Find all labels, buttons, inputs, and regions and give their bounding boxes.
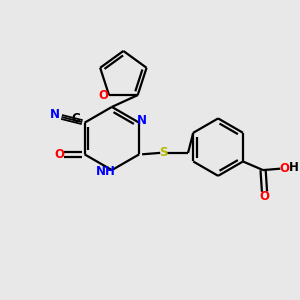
Text: NH: NH (96, 165, 116, 178)
Text: C: C (71, 112, 80, 125)
Text: O: O (99, 88, 109, 102)
Text: N: N (137, 114, 147, 127)
Text: O: O (55, 148, 64, 161)
Text: S: S (159, 146, 168, 159)
Text: O: O (279, 162, 289, 175)
Text: N: N (50, 109, 60, 122)
Text: H: H (289, 161, 299, 174)
Text: O: O (260, 190, 269, 203)
